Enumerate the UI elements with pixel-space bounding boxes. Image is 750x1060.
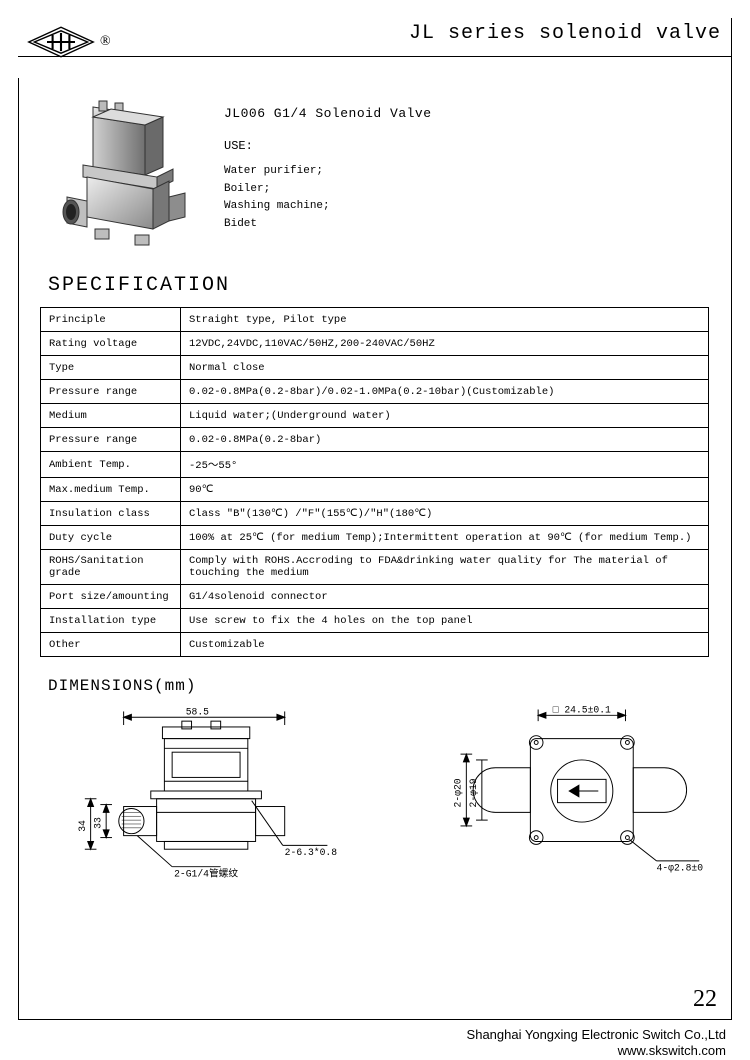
table-row: Ambient Temp.-25～55° bbox=[41, 452, 709, 478]
table-row: Rating voltage12VDC,24VDC,110VAC/50HZ,20… bbox=[41, 332, 709, 356]
page-number: 22 bbox=[693, 986, 717, 1013]
table-row: Duty cycle100% at 25℃ (for medium Temp);… bbox=[41, 526, 709, 550]
footer-website: www.skswitch.com bbox=[618, 1043, 726, 1058]
dim-overall-h: 34 bbox=[77, 820, 88, 832]
table-row: ROHS/Sanitation gradeComply with ROHS.Ac… bbox=[41, 550, 709, 585]
logo-icon bbox=[26, 24, 96, 60]
dim-width: 58.5 bbox=[186, 706, 209, 717]
spec-key: Pressure range bbox=[41, 428, 181, 452]
spec-value: 100% at 25℃ (for medium Temp);Intermitte… bbox=[181, 526, 709, 550]
table-row: MediumLiquid water;(Underground water) bbox=[41, 404, 709, 428]
spec-value: Normal close bbox=[181, 356, 709, 380]
registered-mark: ® bbox=[100, 34, 111, 50]
table-row: Insulation classClass "B"(130℃) /"F"(155… bbox=[41, 502, 709, 526]
spec-key: Port size/amounting bbox=[41, 585, 181, 609]
spec-key: Duty cycle bbox=[41, 526, 181, 550]
dimensions-heading: DIMENSIONS(mm) bbox=[48, 677, 709, 695]
dim-inner-dia: 2-φ19 bbox=[468, 778, 479, 807]
dim-body-h: 33 bbox=[92, 817, 103, 829]
brand-logo: ® bbox=[26, 24, 111, 60]
spec-key: Rating voltage bbox=[41, 332, 181, 356]
dim-port-dia: 2-φ20 bbox=[452, 778, 463, 807]
top-rule bbox=[18, 56, 731, 57]
spec-key: ROHS/Sanitation grade bbox=[41, 550, 181, 585]
spec-table: PrincipleStraight type, Pilot typeRating… bbox=[40, 307, 709, 657]
table-row: OtherCustomizable bbox=[41, 633, 709, 657]
use-item: Water purifier; bbox=[224, 163, 432, 181]
thread-label: 2-G1/4管螺纹 bbox=[174, 866, 238, 879]
table-row: Max.medium Temp.90℃ bbox=[41, 478, 709, 502]
product-title: JL006 G1/4 Solenoid Valve bbox=[224, 106, 432, 121]
spec-heading: SPECIFICATION bbox=[48, 274, 709, 297]
use-label: USE: bbox=[224, 139, 432, 153]
product-image bbox=[40, 92, 200, 262]
spec-value: 12VDC,24VDC,110VAC/50HZ,200-240VAC/50HZ bbox=[181, 332, 709, 356]
use-item: Boiler; bbox=[224, 181, 432, 199]
spec-key: Other bbox=[41, 633, 181, 657]
spec-value: Straight type, Pilot type bbox=[181, 308, 709, 332]
spec-value: 90℃ bbox=[181, 478, 709, 502]
table-row: Pressure range0.02-0.8MPa(0.2-8bar)/0.02… bbox=[41, 380, 709, 404]
spec-key: Type bbox=[41, 356, 181, 380]
use-item: Washing machine; bbox=[224, 198, 432, 216]
product-header-row: JL006 G1/4 Solenoid Valve USE: Water pur… bbox=[40, 92, 709, 262]
spec-key: Insulation class bbox=[41, 502, 181, 526]
spec-key: Principle bbox=[41, 308, 181, 332]
dim-square: □ 24.5±0.1 bbox=[553, 704, 611, 715]
table-row: Port size/amountingG1/4solenoid connecto… bbox=[41, 585, 709, 609]
spec-value: 0.02-0.8MPa(0.2-8bar)/0.02-1.0MPa(0.2-10… bbox=[181, 380, 709, 404]
spec-key: Ambient Temp. bbox=[41, 452, 181, 478]
spec-value: Liquid water;(Underground water) bbox=[181, 404, 709, 428]
table-row: TypeNormal close bbox=[41, 356, 709, 380]
page-frame: ® JL series solenoid valve bbox=[18, 18, 732, 1020]
use-list: Water purifier; Boiler; Washing machine;… bbox=[224, 163, 432, 233]
table-row: Installation typeUse screw to fix the 4 … bbox=[41, 609, 709, 633]
use-item: Bidet bbox=[224, 216, 432, 234]
footer-company: Shanghai Yongxing Electronic Switch Co.,… bbox=[467, 1027, 726, 1042]
dimensions-row: 58.5 34 33 2-G1/4管螺纹 2-6.3*0.8 bbox=[40, 701, 709, 887]
spec-value: Customizable bbox=[181, 633, 709, 657]
spec-value: Use screw to fix the 4 holes on the top … bbox=[181, 609, 709, 633]
front-view-drawing: 58.5 34 33 2-G1/4管螺纹 2-6.3*0.8 bbox=[46, 701, 376, 881]
spec-key: Medium bbox=[41, 404, 181, 428]
series-title: JL series solenoid valve bbox=[409, 22, 721, 45]
top-view-drawing: □ 24.5±0.1 2-φ20 2-φ19 4-φ2.8±0.1 bbox=[412, 701, 703, 881]
product-info: JL006 G1/4 Solenoid Valve USE: Water pur… bbox=[224, 92, 432, 262]
tab-label: 2-6.3*0.8 bbox=[285, 847, 338, 858]
spec-key: Max.medium Temp. bbox=[41, 478, 181, 502]
solenoid-valve-icon bbox=[45, 97, 195, 257]
spec-value: Comply with ROHS.Accroding to FDA&drinki… bbox=[181, 550, 709, 585]
spec-value: G1/4solenoid connector bbox=[181, 585, 709, 609]
hole-label: 4-φ2.8±0.1 bbox=[656, 863, 703, 874]
spec-value: -25～55° bbox=[181, 452, 709, 478]
spec-value: Class "B"(130℃) /"F"(155℃)/"H"(180℃) bbox=[181, 502, 709, 526]
spec-value: 0.02-0.8MPa(0.2-8bar) bbox=[181, 428, 709, 452]
spec-key: Pressure range bbox=[41, 380, 181, 404]
table-row: PrincipleStraight type, Pilot type bbox=[41, 308, 709, 332]
table-row: Pressure range0.02-0.8MPa(0.2-8bar) bbox=[41, 428, 709, 452]
spec-key: Installation type bbox=[41, 609, 181, 633]
